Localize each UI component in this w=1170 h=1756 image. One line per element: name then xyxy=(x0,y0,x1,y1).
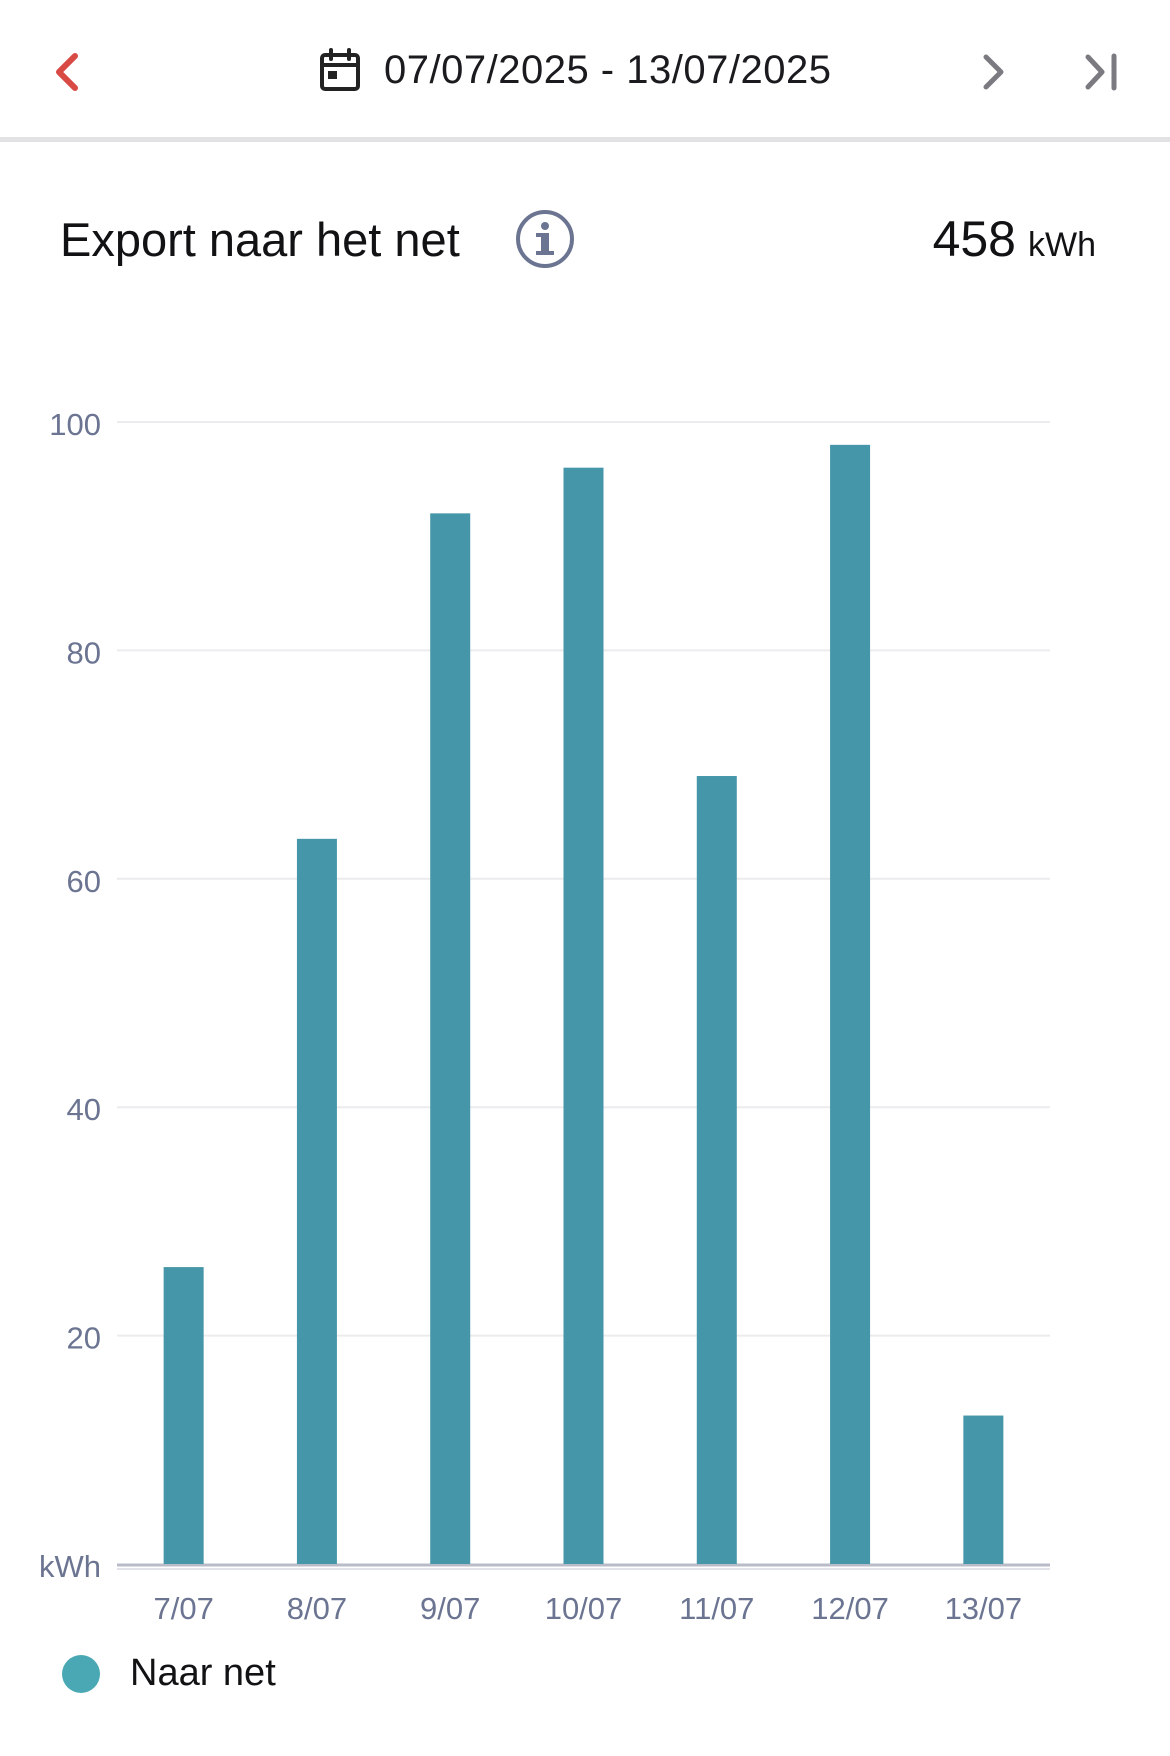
total-unit: kWh xyxy=(1028,226,1096,264)
skip-to-last-icon xyxy=(1085,53,1117,91)
chevron-left-icon xyxy=(56,53,78,91)
bar[interactable] xyxy=(163,1267,204,1564)
bar[interactable] xyxy=(963,1415,1004,1564)
total-export: 458 kWh xyxy=(933,210,1096,268)
x-tick-label: 12/07 xyxy=(811,1591,889,1626)
y-axis-unit-label: kWh xyxy=(39,1549,101,1584)
x-tick-label: 10/07 xyxy=(545,1591,623,1626)
export-bar-chart: 20 40 60 80 100 kWh 7/07 8/07 9/07 10/07 11/07 12/0… xyxy=(0,380,1170,1640)
chevron-right-icon xyxy=(983,54,1004,90)
y-tick-label: 60 xyxy=(67,864,101,899)
info-icon xyxy=(516,210,574,268)
x-tick-label: 7/07 xyxy=(153,1591,213,1626)
legend-swatch xyxy=(62,1654,100,1693)
section-title: Export naar het net xyxy=(60,213,460,266)
date-range-selector[interactable]: 07/07/2025 - 13/07/2025 xyxy=(318,40,831,100)
y-tick-label: 80 xyxy=(67,635,101,670)
bar[interactable] xyxy=(296,838,337,1564)
y-tick-label: 100 xyxy=(49,407,101,442)
legend-label: Naar net xyxy=(130,1652,276,1694)
bar[interactable] xyxy=(430,513,471,1564)
bar[interactable] xyxy=(563,467,604,1565)
calendar-icon xyxy=(318,47,362,93)
total-value: 458 xyxy=(932,211,1016,267)
x-tick-label: 9/07 xyxy=(420,1591,480,1626)
previous-period-button[interactable] xyxy=(40,44,92,100)
last-period-button[interactable] xyxy=(1072,42,1132,102)
chart-svg: 20 40 60 80 100 kWh 7/07 8/07 9/07 10/07 11/07 12/0… xyxy=(39,407,1050,1626)
date-range-label: 07/07/2025 - 13/07/2025 xyxy=(384,47,832,92)
header-bar: 07/07/2025 - 13/07/2025 xyxy=(0,0,1170,142)
legend-item[interactable]: Naar net xyxy=(62,1652,276,1695)
x-tick-label: 13/07 xyxy=(945,1591,1023,1626)
y-tick-label: 40 xyxy=(67,1092,101,1127)
x-tick-label: 11/07 xyxy=(679,1591,754,1626)
bar[interactable] xyxy=(696,776,737,1564)
y-tick-label: 20 xyxy=(67,1321,101,1356)
next-period-button[interactable] xyxy=(968,44,1020,100)
x-tick-label: 8/07 xyxy=(287,1591,347,1626)
bar[interactable] xyxy=(830,444,871,1565)
info-button[interactable] xyxy=(514,208,576,270)
section-title-row: Export naar het net 458 kWh xyxy=(0,200,1170,280)
